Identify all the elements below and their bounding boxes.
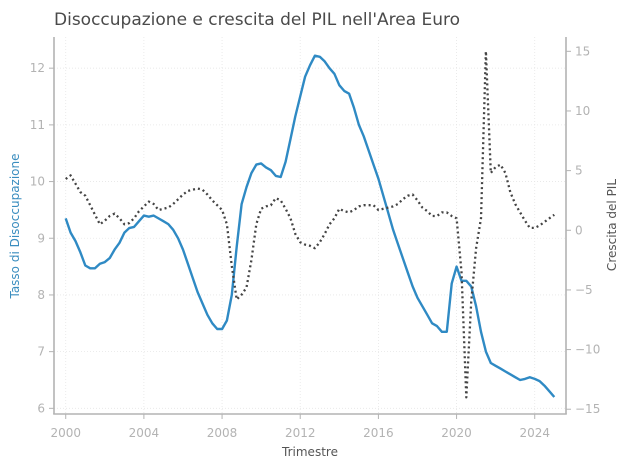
y-tick-label-left: 10 xyxy=(30,175,45,189)
y-ticks-right: −15 −10 −5 0 5 10 15 xyxy=(566,44,600,416)
y-tick-label-left: 7 xyxy=(37,345,45,359)
x-ticks: 2000 2004 2008 2012 2016 2020 2024 xyxy=(50,414,550,440)
y-axis-label-right: Crescita del PIL xyxy=(605,179,619,271)
chart-title: Disoccupazione e crescita del PIL nell'A… xyxy=(54,10,460,30)
y-ticks-left: 6 7 8 9 10 11 12 xyxy=(30,61,54,415)
x-tick-label: 2000 xyxy=(50,426,81,440)
gdp-growth-line xyxy=(65,50,555,399)
x-tick-label: 2024 xyxy=(519,426,550,440)
x-tick-label: 2012 xyxy=(285,426,316,440)
y-tick-label-right: −10 xyxy=(575,343,600,357)
y-tick-label-left: 12 xyxy=(30,61,45,75)
y-tick-label-right: 0 xyxy=(575,223,583,237)
x-tick-label: 2020 xyxy=(441,426,472,440)
x-axis-label: Trimestre xyxy=(281,445,338,459)
unemployment-line xyxy=(64,54,556,398)
y-tick-label-left: 11 xyxy=(30,118,45,132)
y-tick-label-right: −15 xyxy=(575,402,600,416)
series-group xyxy=(64,50,556,399)
y-tick-label-right: 5 xyxy=(575,164,583,178)
y-tick-label-left: 8 xyxy=(37,288,45,302)
y-tick-label-right: −5 xyxy=(575,283,593,297)
x-tick-label: 2004 xyxy=(129,426,160,440)
y-tick-label-right: 15 xyxy=(575,44,590,58)
y-tick-label-left: 6 xyxy=(37,401,45,415)
y-axis-label-left: Tasso di Disoccupazione xyxy=(8,153,22,299)
x-tick-label: 2008 xyxy=(207,426,238,440)
y-tick-label-right: 10 xyxy=(575,104,590,118)
y-tick-label-left: 9 xyxy=(37,231,45,245)
x-tick-label: 2016 xyxy=(363,426,394,440)
